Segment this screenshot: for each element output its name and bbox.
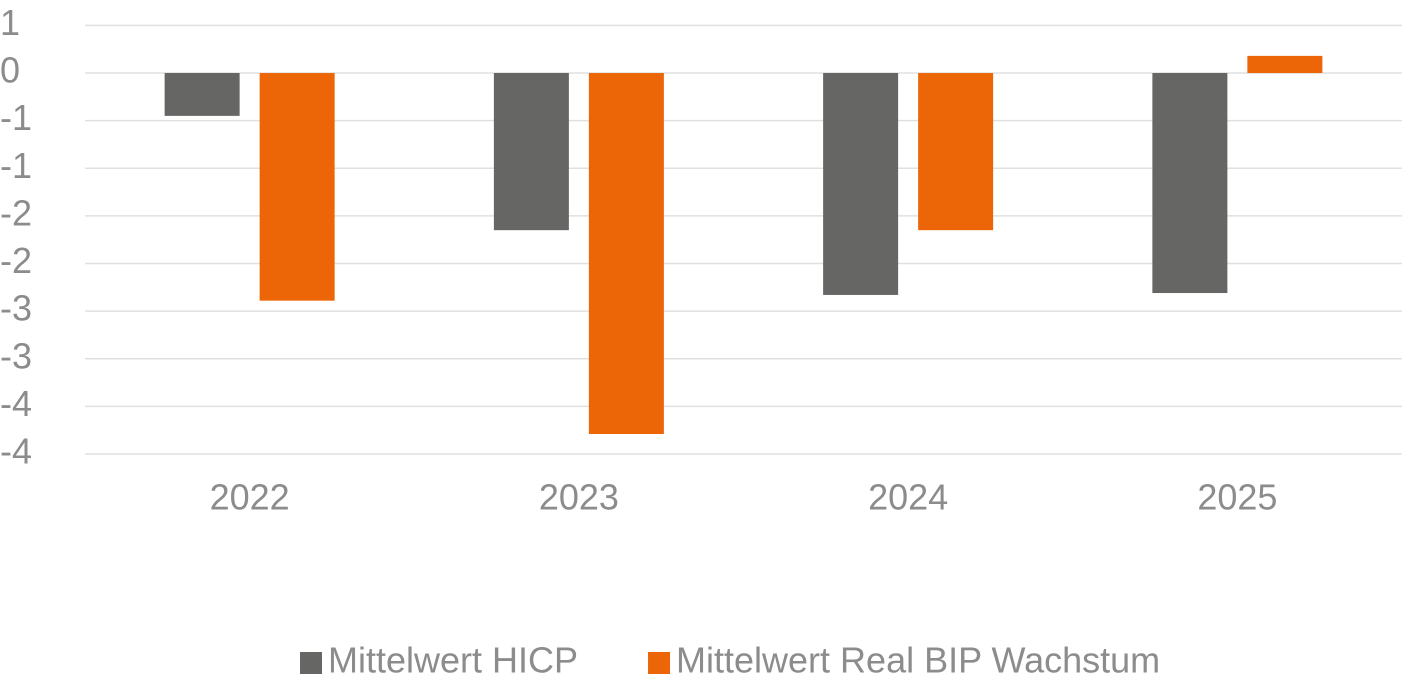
x-tick-label: 2023 [539, 477, 619, 518]
x-tick-label: 2024 [868, 477, 948, 518]
y-tick-label: -2 [0, 240, 32, 281]
legend-label: Mittelwert HICP [328, 640, 578, 681]
bar [918, 73, 994, 231]
y-tick-label: -4 [0, 383, 32, 424]
y-tick-label: -4 [0, 431, 32, 472]
bar [1152, 73, 1228, 294]
y-tick-label: -1 [0, 97, 32, 138]
y-tick-label: -3 [0, 335, 32, 376]
y-tick-label: -1 [0, 145, 32, 186]
legend-label: Mittelwert Real BIP Wachstum [676, 640, 1160, 681]
bar [493, 73, 569, 231]
x-tick-label: 2022 [210, 477, 290, 518]
bar [588, 73, 664, 434]
x-tick-label: 2025 [1197, 477, 1277, 518]
legend-swatch [300, 652, 322, 674]
y-tick-label: -2 [0, 192, 32, 233]
bar [1247, 55, 1323, 74]
bar [259, 73, 335, 301]
y-tick-label: 0 [0, 50, 20, 91]
bar [823, 73, 899, 295]
y-tick-label: -3 [0, 288, 32, 329]
bar [164, 73, 240, 116]
legend-swatch [648, 652, 671, 674]
y-tick-label: 1 [0, 2, 20, 43]
